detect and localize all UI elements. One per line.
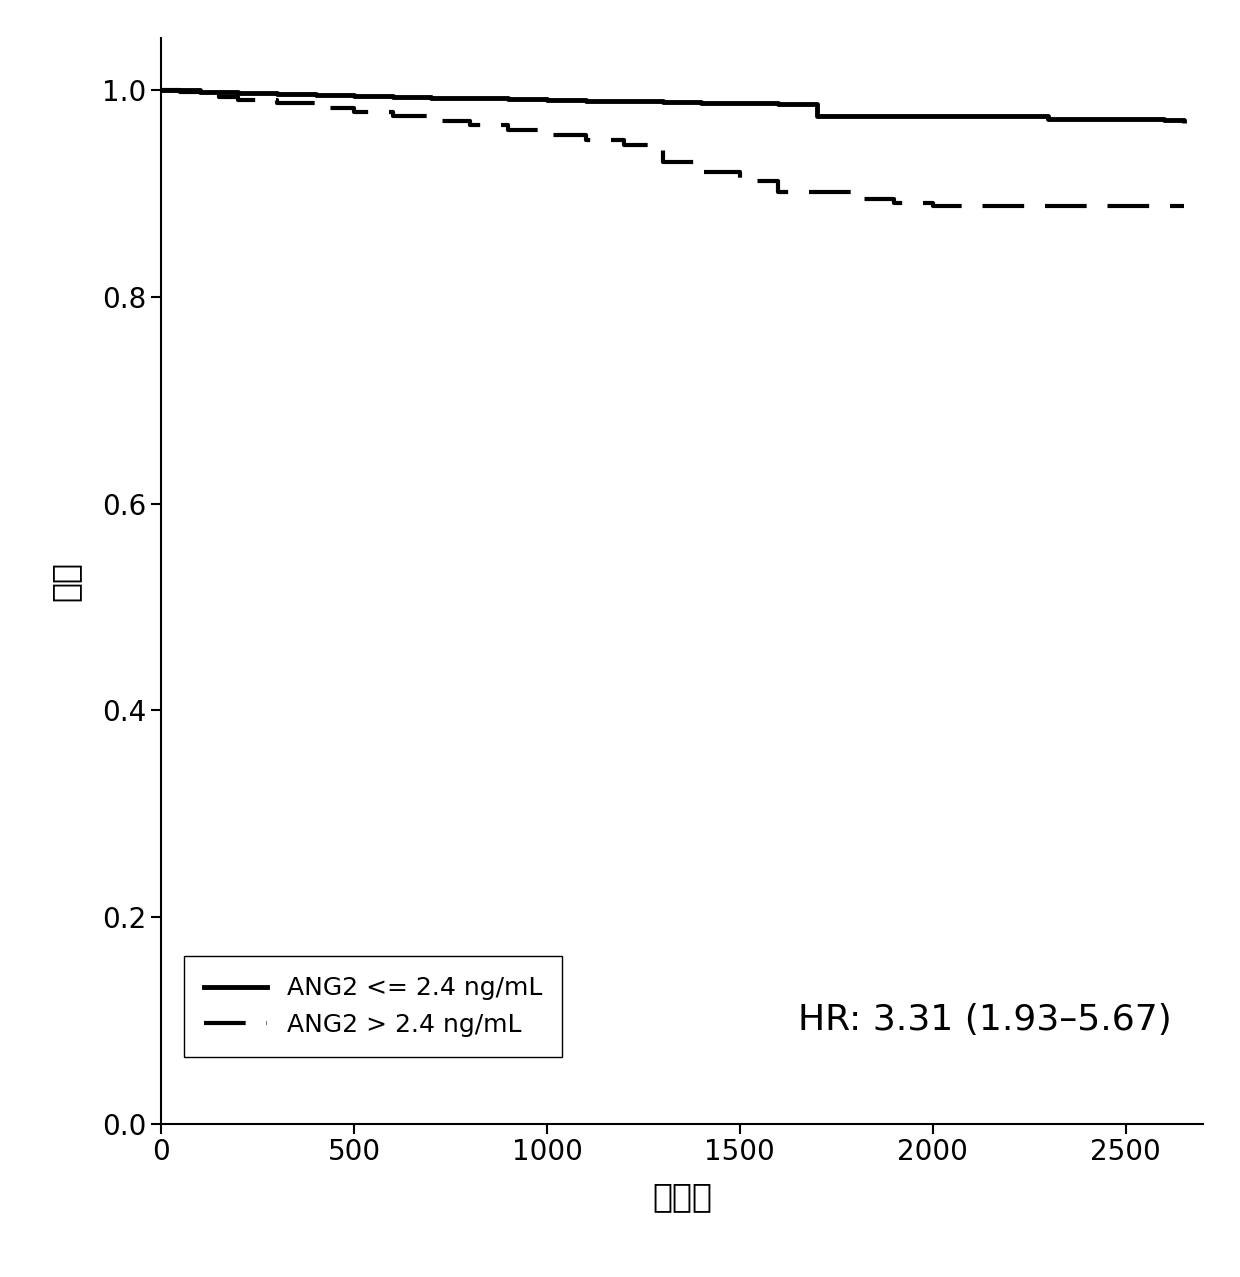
X-axis label: 天数：: 天数： [652, 1180, 712, 1213]
Text: HR: 3.31 (1.93–5.67): HR: 3.31 (1.93–5.67) [797, 1002, 1172, 1037]
Legend: ANG2 <= 2.4 ng/mL, ANG2 > 2.4 ng/mL: ANG2 <= 2.4 ng/mL, ANG2 > 2.4 ng/mL [184, 956, 562, 1057]
Y-axis label: 存活: 存活 [48, 561, 82, 601]
